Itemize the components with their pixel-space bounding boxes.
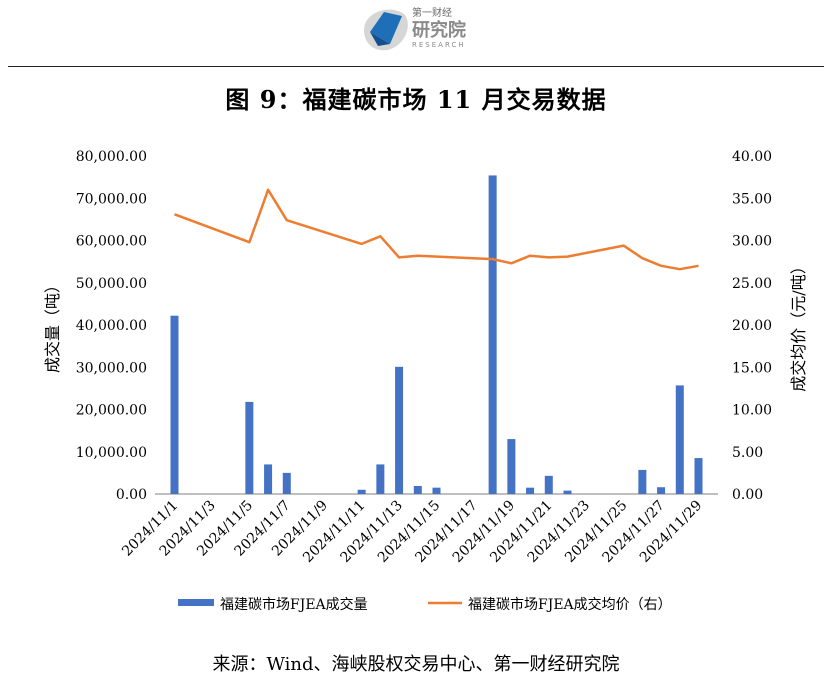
volume-bar [413, 485, 422, 494]
figure-title: 图 9：福建碳市场 11 月交易数据 [225, 85, 607, 114]
legend-label-price: 福建碳市场FJEA成交均价（右） [468, 596, 672, 613]
y-tick-label: 10,000.00 [76, 445, 147, 461]
y2-tick-label: 30.00 [732, 234, 772, 250]
logo-line3: RESEARCH [412, 41, 466, 49]
volume-bar [544, 475, 553, 494]
y-tick-label: 80,000.00 [76, 149, 147, 165]
y2-tick-label: 40.00 [732, 149, 772, 165]
volume-bar [675, 385, 684, 494]
y2-axis-title: 成交均价（元/吨） [789, 258, 808, 391]
y2-tick-label: 35.00 [732, 191, 772, 207]
volume-bar [264, 464, 273, 494]
y-tick-label: 60,000.00 [76, 234, 147, 250]
volume-bar [526, 487, 535, 494]
volume-bar [245, 401, 254, 494]
volume-bar [432, 487, 441, 494]
y-tick-label: 40,000.00 [76, 318, 147, 334]
volume-bar [170, 315, 179, 494]
y2-tick-label: 25.00 [732, 276, 772, 292]
logo-line1: 第一财经 [412, 6, 452, 19]
logo: 第一财经 研究院 RESEARCH [364, 6, 466, 51]
header-divider [8, 66, 824, 67]
y-tick-label: 20,000.00 [76, 403, 147, 419]
logo-mark-icon [364, 9, 408, 51]
y-tick-label: 50,000.00 [76, 276, 147, 292]
volume-bar [657, 487, 666, 494]
volume-bar [507, 439, 516, 494]
volume-bar [395, 366, 404, 494]
volume-bar [694, 458, 703, 494]
price-line [174, 188, 699, 271]
y-tick-label: 70,000.00 [76, 191, 147, 207]
legend-swatch-volume [178, 599, 214, 606]
volume-bar [282, 472, 291, 494]
y2-tick-label: 5.00 [732, 445, 763, 461]
legend-label-volume: 福建碳市场FJEA成交量 [220, 596, 368, 613]
volume-bar [563, 490, 572, 494]
volume-bar [376, 464, 385, 494]
y2-tick-label: 0.00 [732, 487, 763, 503]
y-axis-title: 成交量（吨） [43, 277, 62, 373]
volume-bar [638, 469, 647, 494]
y2-tick-label: 20.00 [732, 318, 772, 334]
y2-tick-label: 10.00 [732, 403, 772, 419]
source-note: 来源：Wind、海峡股权交易中心、第一财经研究院 [212, 654, 620, 675]
y2-tick-label: 15.00 [732, 360, 772, 376]
volume-bar [488, 175, 497, 494]
chart: 0.00 10,000.00 20,000.00 30,000.00 40,000.00… [43, 149, 808, 613]
y-tick-label: 0.00 [116, 487, 147, 503]
volume-bar [357, 489, 366, 494]
logo-line2: 研究院 [412, 19, 466, 41]
y-tick-label: 30,000.00 [76, 360, 147, 376]
